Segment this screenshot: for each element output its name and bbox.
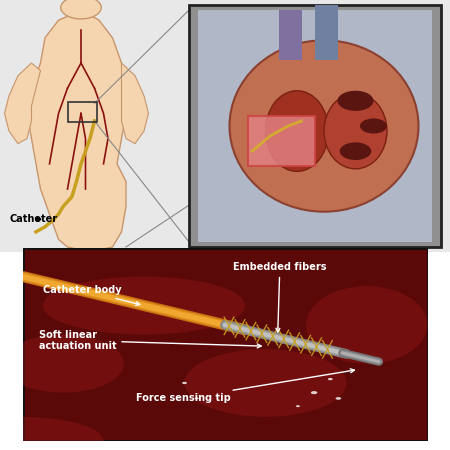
FancyBboxPatch shape (315, 5, 338, 60)
Ellipse shape (0, 417, 104, 450)
Circle shape (311, 391, 317, 394)
Circle shape (340, 142, 371, 160)
Ellipse shape (324, 93, 387, 169)
Text: Soft linear
actuation unit: Soft linear actuation unit (39, 329, 261, 351)
FancyBboxPatch shape (198, 10, 432, 242)
Circle shape (328, 378, 333, 380)
Ellipse shape (306, 286, 427, 364)
Circle shape (360, 118, 387, 134)
FancyBboxPatch shape (248, 116, 315, 166)
FancyBboxPatch shape (22, 248, 427, 441)
Ellipse shape (184, 349, 346, 417)
Polygon shape (27, 13, 126, 252)
FancyBboxPatch shape (0, 0, 450, 252)
Ellipse shape (230, 40, 418, 212)
Text: Catheter: Catheter (9, 214, 57, 224)
Text: Force sensing tip: Force sensing tip (136, 369, 355, 404)
Polygon shape (122, 63, 148, 144)
Circle shape (338, 91, 374, 111)
Ellipse shape (43, 276, 245, 335)
Circle shape (182, 382, 187, 384)
Polygon shape (4, 63, 40, 144)
Text: Catheter body: Catheter body (43, 285, 140, 306)
Ellipse shape (266, 91, 328, 171)
Circle shape (336, 397, 341, 400)
FancyBboxPatch shape (189, 5, 441, 247)
Circle shape (296, 405, 300, 407)
Circle shape (61, 0, 101, 19)
Circle shape (195, 397, 199, 400)
Text: Embedded fibers: Embedded fibers (233, 262, 327, 332)
Ellipse shape (2, 335, 124, 392)
FancyBboxPatch shape (279, 10, 302, 60)
